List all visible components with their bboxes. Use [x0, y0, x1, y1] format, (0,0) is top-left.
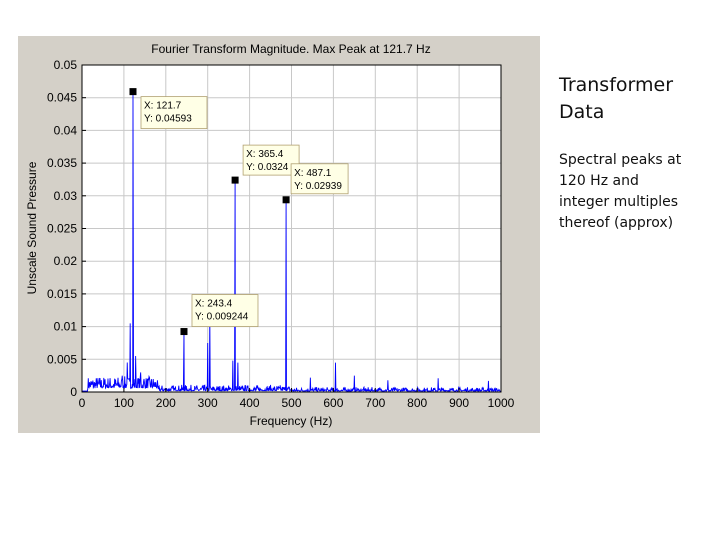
data-tip-marker[interactable] — [231, 176, 239, 184]
data-tip-box[interactable] — [290, 163, 349, 195]
data-tip-y-label: Y: 0.02939 — [294, 181, 342, 192]
data-tip-y-label: Y: 0.04593 — [144, 114, 192, 125]
y-tick-label: 0.02 — [54, 254, 78, 268]
slide-note-line: 120 Hz and — [559, 173, 639, 189]
data-tip-marker[interactable] — [129, 88, 137, 96]
data-tip-box[interactable] — [140, 96, 208, 130]
y-tick-label: 0.05 — [54, 58, 78, 72]
spectrum-chart: 0 100 200 300 400 500 600 700 800 900 1000 0 0.005 0.… — [25, 42, 515, 428]
y-tick-label: 0.045 — [47, 91, 77, 105]
slide-title-line: Transformer — [559, 74, 674, 96]
data-tip-y-label: Y: 0.009244 — [195, 312, 249, 323]
data-tip-marker[interactable] — [180, 328, 188, 336]
figure-window: 0 100 200 300 400 500 600 700 800 900 1000 0 0.005 0.… — [18, 36, 540, 433]
data-tip-x-label: X: 121.7 — [144, 101, 182, 112]
x-tick-label: 500 — [281, 396, 301, 410]
x-tick-label: 0 — [79, 396, 86, 410]
data-tips: X: 121.7 Y: 0.04593 X: 243.4 Y: 0.009244 X: … — [129, 88, 349, 336]
data-tip-box[interactable] — [191, 294, 259, 327]
x-tick-label: 700 — [365, 396, 385, 410]
data-tip-x-label: X: 365.4 — [246, 149, 284, 160]
x-tick-label: 1000 — [488, 396, 515, 410]
chart-title: Fourier Transform Magnitude. Max Peak at… — [151, 42, 430, 56]
axis-ticks: 0 100 200 300 400 500 600 700 800 900 1000 0 0.005 0.… — [47, 58, 515, 410]
data-tip-marker[interactable] — [282, 196, 290, 204]
x-tick-label: 200 — [156, 396, 176, 410]
x-tick-label: 300 — [198, 396, 218, 410]
slide-title-line: Data — [559, 101, 605, 123]
y-tick-label: 0 — [70, 385, 77, 399]
x-tick-label: 600 — [323, 396, 343, 410]
slide-note-line: integer multiples — [559, 194, 679, 210]
slide-title: Transformer Data — [559, 72, 709, 126]
y-tick-label: 0.01 — [54, 320, 78, 334]
data-tip-x-label: X: 243.4 — [195, 299, 233, 310]
data-tip-x-label: X: 487.1 — [294, 168, 332, 179]
data-tip-y-label: Y: 0.0324 — [246, 162, 289, 173]
slide-note-line: thereof (approx) — [559, 215, 674, 231]
y-axis-label: Unscale Sound Pressure — [25, 161, 39, 294]
slide-note-line: Spectral peaks at — [559, 152, 682, 168]
x-tick-label: 400 — [240, 396, 260, 410]
x-tick-label: 800 — [407, 396, 427, 410]
x-tick-label: 900 — [449, 396, 469, 410]
data-tip-box[interactable] — [242, 144, 300, 176]
y-tick-label: 0.015 — [47, 287, 77, 301]
y-tick-label: 0.03 — [54, 189, 78, 203]
x-axis-label: Frequency (Hz) — [250, 414, 333, 428]
slide-note: Spectral peaks at 120 Hz and integer mul… — [559, 150, 709, 234]
x-tick-label: 100 — [114, 396, 134, 410]
y-tick-label: 0.025 — [47, 222, 77, 236]
y-tick-label: 0.035 — [47, 156, 77, 170]
y-tick-label: 0.04 — [54, 123, 78, 137]
y-tick-label: 0.005 — [47, 352, 77, 366]
